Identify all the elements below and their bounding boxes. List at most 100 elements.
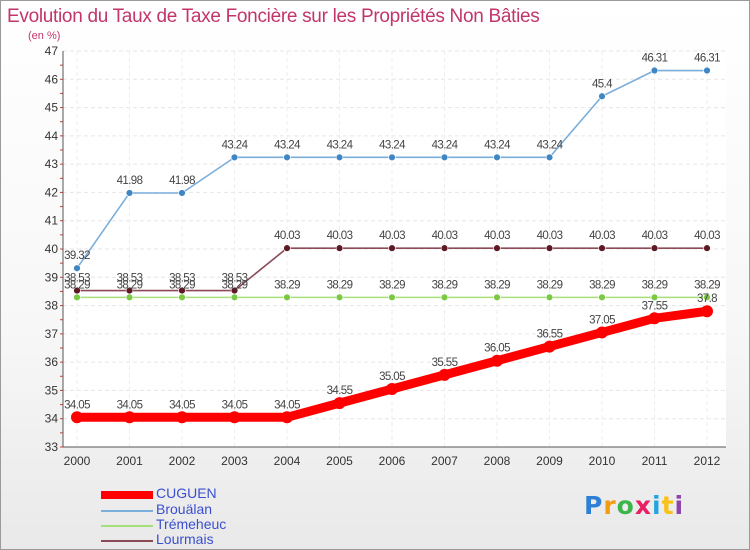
legend-label: Brouälan bbox=[156, 501, 213, 517]
data-point bbox=[545, 293, 554, 302]
y-tick-label: 47 bbox=[45, 44, 59, 58]
data-label: 38.29 bbox=[484, 279, 510, 291]
chart-subtitle: (en %) bbox=[28, 30, 61, 42]
data-point bbox=[176, 411, 188, 424]
data-point bbox=[335, 244, 344, 252]
data-label: 46.31 bbox=[694, 53, 720, 65]
x-tick-label: 2012 bbox=[694, 454, 721, 468]
data-label: 43.24 bbox=[327, 139, 354, 151]
data-point bbox=[386, 383, 398, 396]
x-tick-label: 2002 bbox=[169, 454, 196, 468]
data-label: 34.05 bbox=[274, 399, 300, 411]
data-point bbox=[283, 244, 291, 252]
data-point bbox=[703, 66, 711, 75]
data-label: 38.29 bbox=[589, 279, 615, 291]
data-point bbox=[440, 293, 449, 302]
y-tick-label: 37 bbox=[45, 327, 59, 341]
y-tick-label: 44 bbox=[45, 129, 59, 143]
data-label: 40.03 bbox=[432, 230, 458, 242]
y-tick-label: 43 bbox=[45, 157, 59, 171]
data-point bbox=[543, 340, 556, 353]
logo-letter: P bbox=[584, 491, 604, 520]
x-tick-label: 2001 bbox=[116, 454, 143, 468]
data-point bbox=[493, 244, 501, 252]
data-label: 34.55 bbox=[327, 385, 353, 397]
data-point bbox=[335, 293, 344, 302]
data-label: 36.05 bbox=[484, 343, 510, 355]
data-label: 37.05 bbox=[589, 314, 615, 326]
data-label: 38.29 bbox=[222, 279, 248, 291]
data-label: 40.03 bbox=[379, 230, 405, 242]
data-point bbox=[123, 411, 136, 424]
data-point bbox=[281, 411, 293, 424]
legend-swatch bbox=[101, 540, 153, 542]
data-point bbox=[703, 293, 711, 302]
data-label: 38.29 bbox=[327, 279, 353, 291]
y-tick-label: 33 bbox=[45, 440, 59, 454]
data-label: 43.24 bbox=[222, 139, 249, 151]
legend-swatch bbox=[101, 510, 153, 512]
data-label: 43.24 bbox=[432, 139, 459, 151]
data-point bbox=[440, 153, 449, 162]
data-label: 45.4 bbox=[592, 78, 613, 90]
data-label: 37.55 bbox=[642, 300, 668, 312]
data-point bbox=[493, 153, 501, 162]
data-point bbox=[283, 293, 291, 302]
data-label: 43.24 bbox=[484, 139, 511, 151]
data-label: 34.05 bbox=[64, 399, 90, 411]
data-label: 38.53 bbox=[117, 273, 143, 285]
legend-swatch bbox=[101, 525, 153, 527]
data-point bbox=[178, 293, 186, 302]
data-point bbox=[230, 293, 239, 302]
data-label: 41.98 bbox=[169, 175, 195, 187]
data-label: 43.24 bbox=[537, 139, 564, 151]
x-tick-label: 2008 bbox=[484, 454, 511, 468]
data-label: 35.05 bbox=[379, 371, 405, 383]
legend-label: CUGUEN bbox=[156, 485, 217, 501]
y-tick-label: 41 bbox=[45, 214, 59, 228]
data-point bbox=[388, 244, 396, 252]
data-label: 34.05 bbox=[117, 399, 143, 411]
data-point bbox=[73, 264, 81, 272]
legend-label: Lourmais bbox=[156, 531, 214, 547]
data-point bbox=[335, 153, 344, 162]
data-point bbox=[388, 293, 396, 302]
data-label: 38.29 bbox=[379, 279, 405, 291]
data-point bbox=[493, 293, 501, 302]
y-tick-label: 34 bbox=[45, 412, 59, 426]
data-point bbox=[228, 411, 241, 424]
y-tick-label: 38 bbox=[45, 299, 59, 313]
legend-label: Trémeheuc bbox=[156, 516, 227, 532]
data-point bbox=[545, 153, 554, 162]
proxiti-logo: Proxiti bbox=[584, 491, 684, 520]
x-tick-label: 2007 bbox=[431, 454, 458, 468]
data-point bbox=[178, 189, 186, 197]
data-point bbox=[598, 293, 606, 302]
data-point bbox=[650, 244, 659, 252]
y-tick-label: 35 bbox=[45, 383, 59, 397]
x-tick-label: 2004 bbox=[274, 454, 301, 468]
data-label: 38.29 bbox=[169, 279, 195, 291]
data-point bbox=[71, 411, 83, 424]
logo-letter: r bbox=[603, 491, 617, 520]
data-point bbox=[650, 66, 659, 75]
data-label: 43.24 bbox=[379, 139, 406, 151]
data-point bbox=[545, 244, 554, 252]
legend-swatch bbox=[101, 491, 153, 499]
data-label: 40.03 bbox=[484, 230, 510, 242]
data-label: 39.32 bbox=[64, 250, 90, 262]
chart-title: Evolution du Taux de Taxe Foncière sur l… bbox=[7, 6, 540, 27]
data-point bbox=[491, 354, 503, 367]
y-tick-label: 45 bbox=[45, 101, 59, 115]
data-point bbox=[230, 153, 239, 162]
data-point bbox=[596, 326, 608, 339]
data-label: 40.03 bbox=[642, 230, 668, 242]
data-point bbox=[125, 293, 134, 302]
logo-letter: x bbox=[634, 491, 652, 520]
data-label: 38.53 bbox=[64, 273, 90, 285]
data-point bbox=[648, 312, 661, 325]
data-label: 38.29 bbox=[274, 279, 300, 291]
data-point bbox=[598, 92, 606, 100]
x-tick-label: 2000 bbox=[64, 454, 91, 468]
